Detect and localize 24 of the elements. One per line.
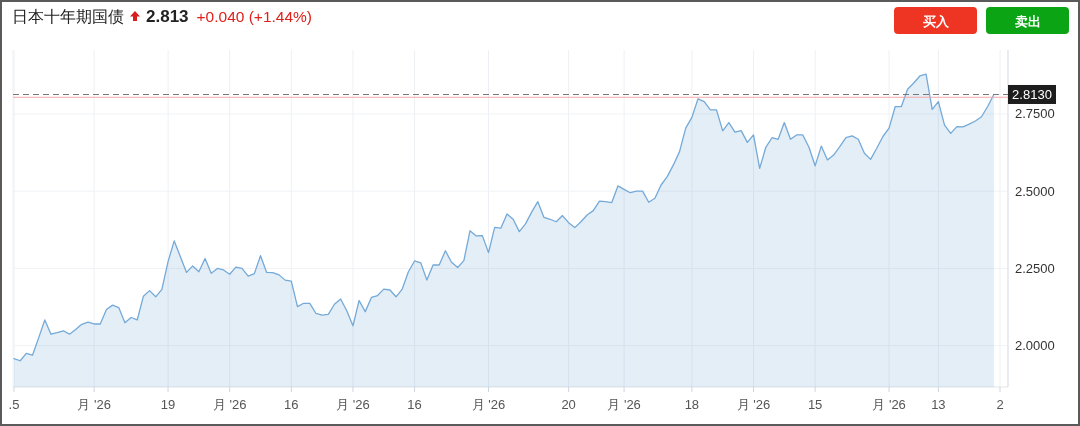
chart-title: 日本十年期国债 — [12, 8, 124, 25]
chart-subtitle: 2.813 — [146, 7, 189, 26]
x-tick-label: 月 '26 — [77, 396, 111, 412]
x-tick-label: 月 '26 — [872, 396, 906, 412]
x-tick-label: 18 — [684, 396, 700, 412]
text: +0.040 (+1.44%) — [196, 8, 313, 25]
x-tick-label: .5 — [8, 396, 20, 412]
x-tick-label: 2 — [996, 396, 1004, 412]
y-tick-label: 2.5000 — [1015, 183, 1055, 199]
x-tick-label: 20 — [561, 396, 576, 412]
x-tick-label: 19 — [160, 396, 176, 412]
x-tick-label: 月 '26 — [212, 396, 247, 412]
x-tick-label: 16 — [284, 396, 299, 412]
x-tick-label: 16 — [407, 396, 422, 412]
y-tick-label: 2.0000 — [1015, 338, 1055, 354]
ref-line-label: 2.8130 — [1012, 87, 1052, 103]
y-tick-label: 2.7500 — [1015, 106, 1055, 122]
x-tick-label: 13 — [931, 396, 946, 412]
y-tick-label: 2.2500 — [1015, 260, 1055, 276]
x-tick-label: 月 '26 — [607, 396, 641, 412]
x-tick-label: 月 '26 — [471, 396, 506, 412]
x-tick-label: 月 '26 — [336, 396, 370, 412]
x-tick-label: 15 — [807, 396, 823, 412]
x-tick-label: 月 '26 — [736, 396, 771, 412]
